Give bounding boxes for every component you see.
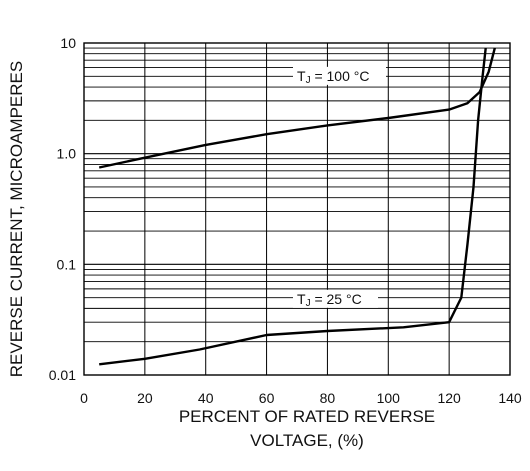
series-line-0: [98, 47, 496, 169]
series-label-1: TJ = 25 °C: [297, 291, 362, 309]
y-tick-label: 0.01: [49, 367, 76, 383]
series-label-bg: [293, 66, 386, 85]
x-tick-label: 140: [498, 390, 522, 406]
x-tick-label: 120: [437, 390, 461, 406]
x-tick-label: 80: [320, 390, 336, 406]
x-tick-label: 100: [377, 390, 401, 406]
y-tick-label: 10: [60, 35, 76, 51]
x-tick-label: 20: [137, 390, 153, 406]
x-tick-label: 60: [259, 390, 275, 406]
x-tick-label: 40: [198, 390, 214, 406]
y-tick-label: 0.1: [57, 256, 77, 272]
series-line-1: [99, 47, 487, 366]
series-label-bg: [293, 289, 378, 308]
y-axis-title: REVERSE CURRENT, MICROAMPERES: [7, 61, 26, 377]
series-label-0: TJ = 100 °C: [297, 68, 369, 86]
x-axis-title: PERCENT OF RATED REVERSE: [179, 407, 435, 426]
plot-frame: [83, 42, 511, 376]
y-tick-label: 1.0: [57, 146, 77, 162]
x-tick-label: 0: [80, 390, 88, 406]
x-axis-title: VOLTAGE, (%): [250, 431, 364, 450]
